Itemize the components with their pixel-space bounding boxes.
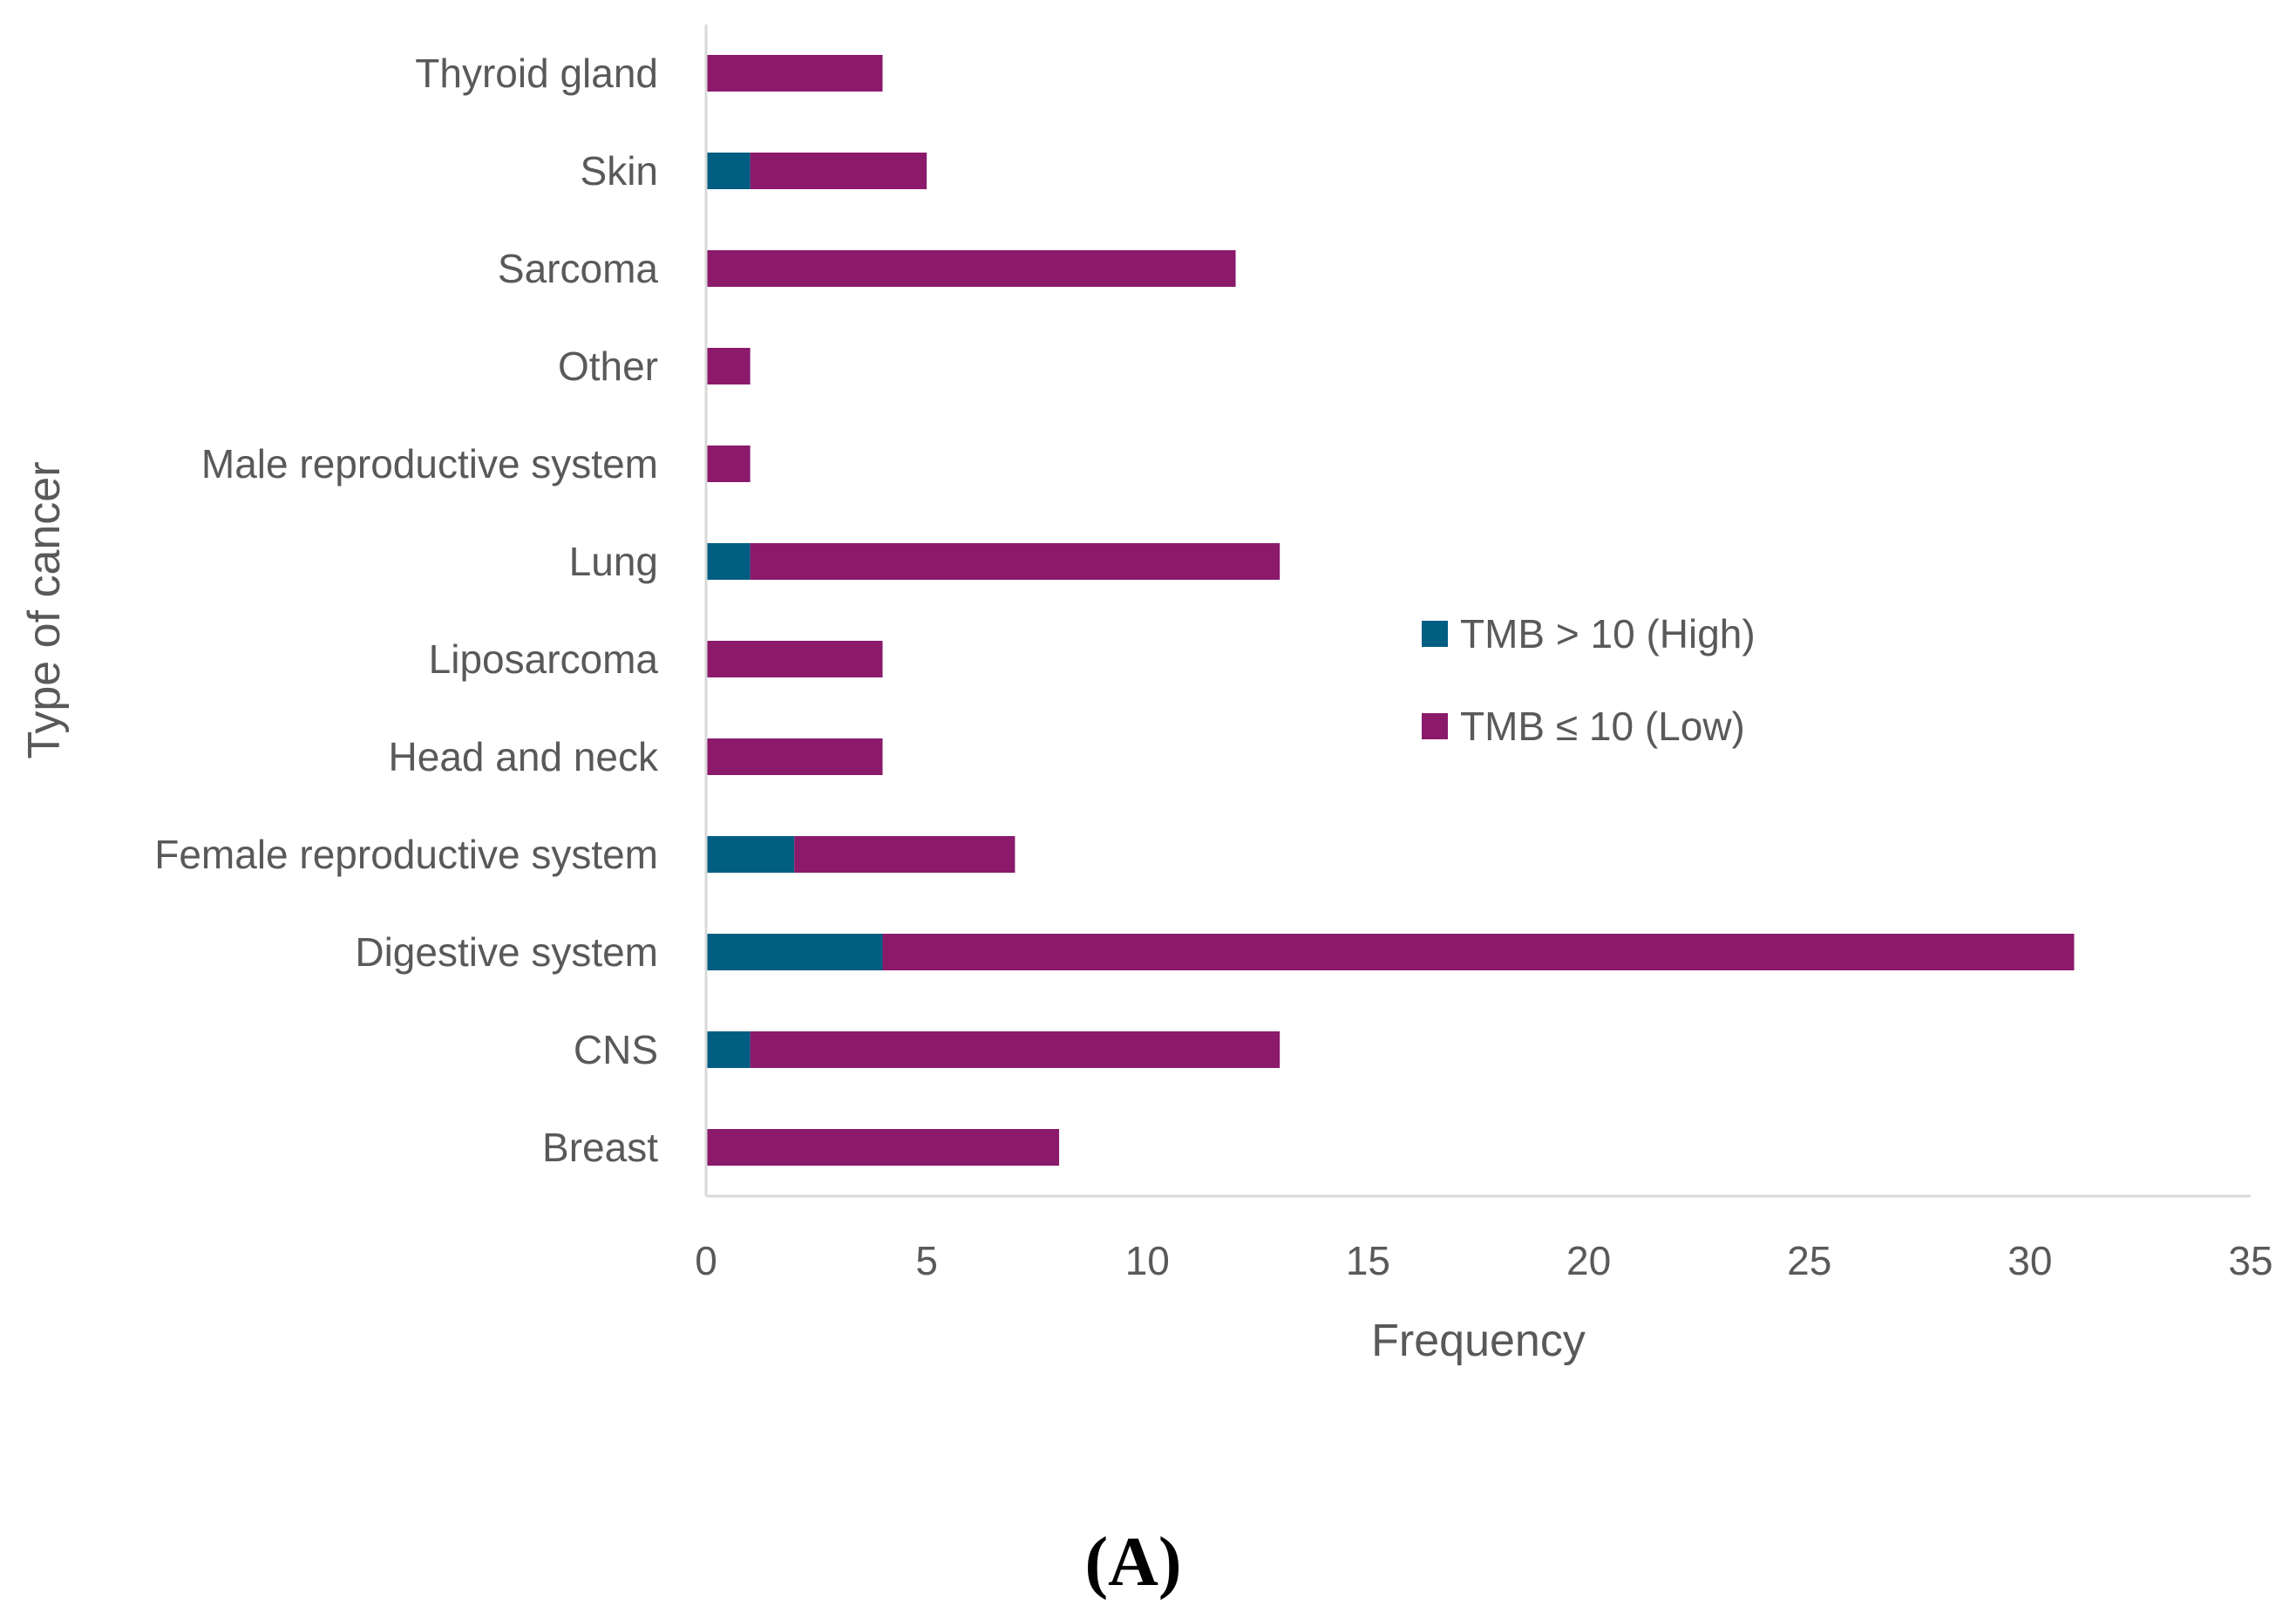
category-label: CNS: [574, 1027, 658, 1072]
category-label: Breast: [542, 1125, 658, 1170]
bar-segment-high: [706, 836, 795, 873]
bar-segment-low: [706, 641, 883, 677]
x-tick-label: 10: [1125, 1238, 1170, 1283]
bar-segment-low: [794, 836, 1016, 873]
bars: [706, 55, 2075, 1166]
bar-segment-low: [706, 738, 883, 775]
category-label: Male reproductive system: [201, 441, 658, 486]
x-tick-label: 0: [695, 1238, 717, 1283]
bar-segment-low: [706, 250, 1236, 287]
category-label: Head and neck: [389, 734, 659, 779]
legend-swatch: [1422, 713, 1448, 739]
x-tick-label: 30: [2007, 1238, 2052, 1283]
x-axis-title: Frequency: [1371, 1316, 1586, 1366]
bar-segment-low: [706, 446, 751, 482]
y-axis-title: Type of cancer: [19, 461, 70, 758]
bar-segment-low: [882, 934, 2075, 970]
category-label: Liposarcoma: [429, 636, 659, 682]
legend-label: TMB > 10 (High): [1460, 611, 1756, 656]
bar-segment-high: [706, 543, 751, 580]
x-tick-label: 20: [1566, 1238, 1611, 1283]
panel-label: (A): [1084, 1524, 1181, 1601]
category-label: Thyroid gland: [415, 51, 658, 96]
bar-segment-high: [706, 153, 751, 189]
legend: TMB > 10 (High) TMB ≤ 10 (Low): [1422, 611, 1756, 749]
bar-segment-high: [706, 934, 883, 970]
bar-segment-low: [750, 543, 1280, 580]
category-label: Sarcoma: [498, 246, 658, 291]
x-tick-labels: 0 5 10 15 20 25 30 35: [695, 1238, 2272, 1283]
legend-label: TMB ≤ 10 (Low): [1460, 704, 1745, 749]
category-label: Other: [558, 344, 658, 389]
x-tick-label: 35: [2228, 1238, 2272, 1283]
bar-segment-low: [750, 153, 927, 189]
bar-segment-low: [750, 1031, 1280, 1068]
category-label: Lung: [569, 539, 658, 584]
x-tick-label: 5: [915, 1238, 938, 1283]
bar-segment-high: [706, 1031, 751, 1068]
bar-segment-low: [706, 55, 883, 92]
category-label: Digestive system: [355, 929, 658, 975]
category-label: Skin: [581, 148, 658, 194]
x-tick-label: 25: [1787, 1238, 1831, 1283]
x-tick-label: 15: [1346, 1238, 1390, 1283]
category-label: Female reproductive system: [154, 832, 658, 877]
bar-segment-low: [706, 348, 751, 384]
bar-segment-low: [706, 1129, 1060, 1166]
category-labels: Thyroid gland Skin Sarcoma Other Male reprod…: [154, 51, 659, 1170]
legend-swatch: [1422, 621, 1448, 647]
